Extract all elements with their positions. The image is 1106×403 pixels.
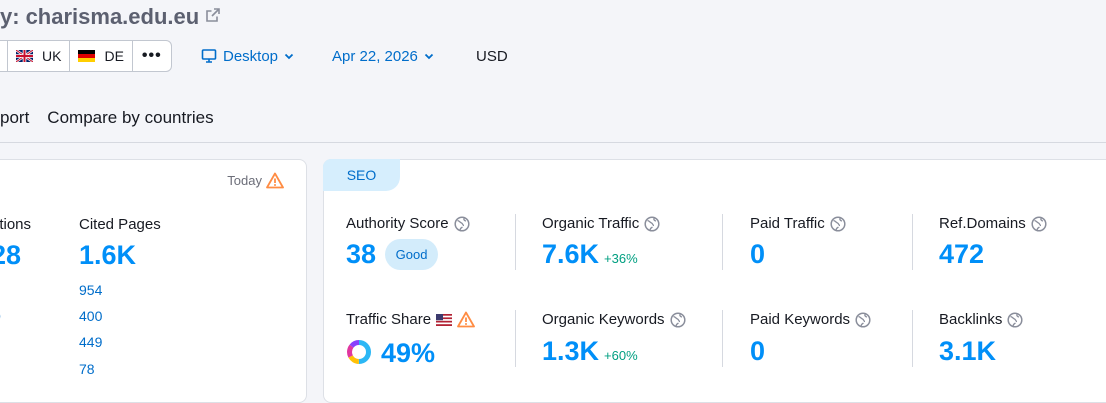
metric-divider xyxy=(912,214,913,270)
external-link-icon[interactable] xyxy=(205,7,221,23)
cited-pages-label: Cited Pages xyxy=(79,216,161,233)
database-selector: UK DE ••• xyxy=(0,40,172,72)
tab-report[interactable]: port xyxy=(0,108,30,127)
organic-keywords-delta: +60% xyxy=(604,348,638,363)
us-flag-icon xyxy=(436,313,453,326)
database-label-de: DE xyxy=(104,48,124,64)
globe-icon[interactable] xyxy=(1007,311,1023,328)
globe-icon[interactable] xyxy=(453,215,470,232)
authority-score-label: Authority Score xyxy=(346,215,470,232)
device-selector[interactable]: Desktop xyxy=(201,44,294,68)
metric-divider xyxy=(912,310,913,367)
organic-keywords-label: Organic Keywords xyxy=(542,311,686,328)
warning-icon[interactable] xyxy=(457,311,475,328)
cited-breakdown-value[interactable]: 954 xyxy=(79,282,103,298)
domain-name: charisma.edu.eu xyxy=(25,4,200,29)
database-label-uk: UK xyxy=(42,48,62,64)
mentions-value[interactable]: 28 xyxy=(0,240,22,270)
more-databases-button[interactable]: ••• xyxy=(131,41,171,71)
globe-icon[interactable] xyxy=(830,215,846,232)
report-tabs: port Compare by countries xyxy=(0,108,232,128)
organic-traffic-number[interactable]: 7.6K xyxy=(542,239,600,269)
organic-keywords-number[interactable]: 1.3K xyxy=(542,336,600,366)
ai-visibility-card: Today ntions 28 0 Cited Pages 1.6K 954 4… xyxy=(0,159,307,403)
database-button-uk[interactable]: UK xyxy=(7,41,69,71)
authority-score-number[interactable]: 38 xyxy=(346,239,377,269)
organic-traffic-value: 7.6K +36% xyxy=(542,239,638,270)
date-label: Apr 22, 2026 xyxy=(332,47,418,65)
mentions-breakdown-value[interactable]: 0 xyxy=(0,308,1,324)
authority-good-badge: Good xyxy=(385,239,439,270)
backlinks-label: Backlinks xyxy=(939,311,1023,328)
ref-domains-label-text: Ref.Domains xyxy=(939,215,1026,232)
traffic-share-value: 49% xyxy=(346,336,435,369)
ref-domains-value[interactable]: 472 xyxy=(939,239,985,269)
traffic-share-label-text: Traffic Share xyxy=(346,311,432,328)
backlinks-value[interactable]: 3.1K xyxy=(939,336,997,366)
cited-pages-value[interactable]: 1.6K xyxy=(79,240,137,270)
authority-score-value: 38 Good xyxy=(346,239,439,274)
organic-traffic-delta: +36% xyxy=(604,251,638,266)
tabs-divider xyxy=(0,142,1106,143)
seo-tag: SEO xyxy=(323,159,400,191)
paid-keywords-label-text: Paid Keywords xyxy=(750,311,851,328)
paid-traffic-label: Paid Traffic xyxy=(750,215,846,232)
seo-card: SEO Authority Score 38 Good Organic Traf… xyxy=(323,159,1106,403)
desktop-icon xyxy=(201,49,217,63)
metric-divider xyxy=(722,310,723,367)
device-label: Desktop xyxy=(223,47,279,65)
metric-divider xyxy=(722,214,723,270)
title-prefix: y: xyxy=(0,4,20,29)
globe-icon[interactable] xyxy=(644,215,660,232)
cited-breakdown-value[interactable]: 449 xyxy=(79,334,103,350)
backlinks-label-text: Backlinks xyxy=(939,311,1003,328)
germany-flag-icon xyxy=(78,50,96,62)
organic-keywords-label-text: Organic Keywords xyxy=(542,311,665,328)
globe-icon[interactable] xyxy=(855,311,871,328)
paid-traffic-label-text: Paid Traffic xyxy=(750,215,825,232)
paid-keywords-label: Paid Keywords xyxy=(750,311,871,328)
organic-traffic-label: Organic Traffic xyxy=(542,215,660,232)
organic-traffic-label-text: Organic Traffic xyxy=(542,215,640,232)
cited-breakdown-value[interactable]: 400 xyxy=(79,308,103,324)
paid-keywords-value[interactable]: 0 xyxy=(750,336,766,366)
metric-divider xyxy=(515,214,516,270)
date-selector[interactable]: Apr 22, 2026 xyxy=(332,44,434,68)
warning-icon[interactable] xyxy=(266,172,284,189)
traffic-share-donut-icon xyxy=(347,340,371,364)
chevron-down-icon xyxy=(284,53,294,60)
tab-compare-by-countries[interactable]: Compare by countries xyxy=(47,108,214,127)
ref-domains-label: Ref.Domains xyxy=(939,215,1047,232)
organic-keywords-value: 1.3K +60% xyxy=(542,336,638,367)
traffic-share-number[interactable]: 49% xyxy=(381,338,436,368)
authority-score-label-text: Authority Score xyxy=(346,215,449,232)
database-button-de[interactable]: DE xyxy=(69,41,131,71)
currency-label: USD xyxy=(476,47,508,65)
page-title: y: charisma.edu.eu xyxy=(0,2,221,32)
mentions-label: ntions xyxy=(0,216,32,233)
uk-flag-icon xyxy=(16,50,33,62)
paid-traffic-value[interactable]: 0 xyxy=(750,239,766,269)
today-label: Today xyxy=(227,173,262,188)
cited-breakdown-value[interactable]: 78 xyxy=(79,361,95,377)
database-button-hidden[interactable] xyxy=(0,41,7,71)
today-indicator: Today xyxy=(227,172,284,189)
globe-icon[interactable] xyxy=(1031,215,1047,232)
globe-icon[interactable] xyxy=(670,311,686,328)
metric-divider xyxy=(515,310,516,367)
chevron-down-icon xyxy=(424,53,434,60)
traffic-share-label: Traffic Share xyxy=(346,311,475,328)
